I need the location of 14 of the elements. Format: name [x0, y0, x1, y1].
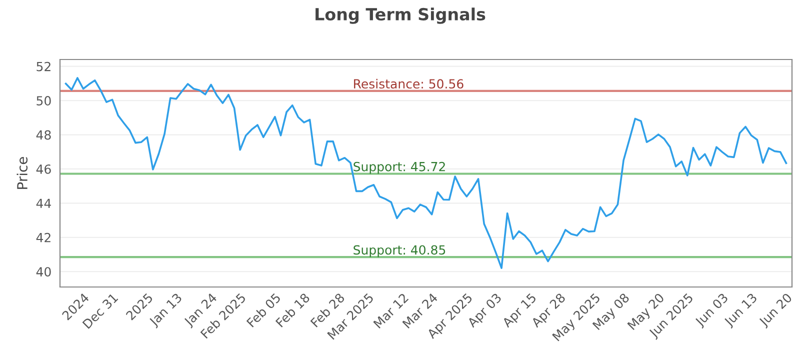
ref-line-label: Support: 40.85: [354, 245, 446, 258]
y-tick-label: 50: [36, 96, 51, 106]
ref-line-label: Resistance: 50.56: [354, 78, 464, 89]
y-tick-label: 52: [36, 62, 50, 72]
y-tick-label: 40: [36, 267, 51, 277]
line-series: [64, 77, 788, 269]
chart-title: Long Term Signals: [316, 8, 486, 24]
ref-line-label: Support: 45.72: [354, 162, 445, 174]
y-tick-label: 44: [36, 198, 51, 208]
y-tick-label: 46: [36, 164, 51, 174]
y-tick-label: 48: [36, 130, 51, 140]
y-axis-title: Price: [16, 157, 28, 189]
y-tick-label: 42: [36, 232, 50, 242]
x-tick-label: Jun 20: [758, 292, 794, 329]
